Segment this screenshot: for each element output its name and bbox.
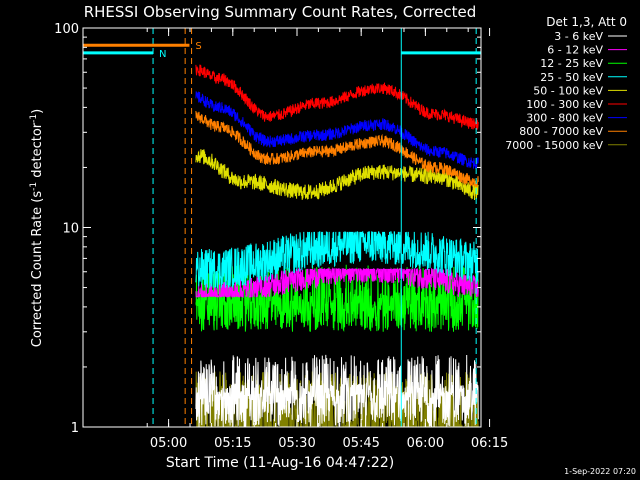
x-tick-label: 05:00 [150,436,187,451]
legend-label: 800 - 7000 keV [519,125,603,138]
series-line-6-12-kev [195,267,479,299]
series-line-25-50-kev [195,230,479,290]
y-tick-label: 10 [62,222,79,237]
flag-label-s: S [195,41,201,52]
legend-label: 7000 - 15000 keV [505,139,603,152]
y-axis: 1 10 100 [54,22,481,436]
legend-label: 100 - 300 keV [526,98,603,111]
x-tick-label: 05:15 [214,436,251,451]
series-line-300-800-kev [195,91,479,169]
chart-title: RHESSI Observing Summary Count Rates, Co… [84,3,477,21]
legend-header: Det 1,3, Att 0 [546,15,627,29]
series-layer [195,64,479,427]
x-tick-label: 06:15 [471,436,508,451]
x-tick-label: 06:00 [407,436,444,451]
x-axis-label: Start Time (11-Aug-16 04:47:22) [166,455,394,471]
legend-label: 300 - 800 keV [526,112,603,125]
y-axis-label-sup2: -1 [29,114,39,123]
x-tick-label: 05:30 [278,436,315,451]
series-line-100-300-kev [195,64,479,131]
series-line-3-6-kev [195,354,479,427]
series-line-800-7000-kev [195,110,479,188]
x-tick-label: 05:45 [342,436,379,451]
y-axis-label-main: Corrected Count Rate (s [30,191,45,348]
y-axis-label-end: ) [30,109,45,114]
plot-frame [82,27,482,428]
y-axis-label: Corrected Count Rate (s-1 detector-1) [29,109,45,347]
legend-label: 6 - 12 keV [547,44,603,57]
markers-layer: NS [83,28,481,427]
flag-label-n: N [159,49,166,60]
legend-label: 50 - 100 keV [533,84,603,97]
legend-label: 12 - 25 keV [540,57,603,70]
y-axis-label-mid: detector [30,122,45,182]
y-tick-label: 100 [54,22,79,37]
series-line-50-100-kev [195,149,479,201]
timestamp: 1-Sep-2022 07:20 [564,467,636,476]
series-line-12-25-kev [195,264,479,332]
legend-label: 3 - 6 keV [554,30,603,43]
legend-label: 25 - 50 keV [540,71,603,84]
x-axis: 05:00 05:15 05:30 05:45 06:00 06:15 [146,28,508,451]
y-tick-label: 1 [71,421,79,436]
y-axis-label-sup1: -1 [29,182,39,191]
